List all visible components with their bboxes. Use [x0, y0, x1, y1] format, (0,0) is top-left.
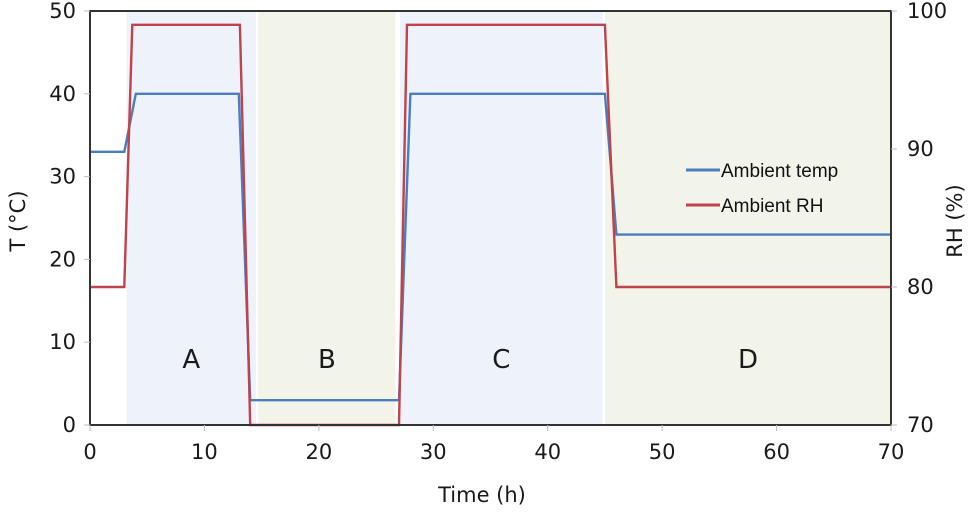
x-axis-title: Time (h)	[437, 483, 526, 507]
region-d	[604, 11, 891, 425]
x-tick-label: 20	[305, 440, 332, 464]
legend-label-ambient-rh: Ambient RH	[721, 196, 823, 217]
region-b	[258, 11, 396, 425]
x-tick-label: 40	[534, 440, 561, 464]
x-tick-label: 70	[878, 440, 905, 464]
y-tick-label: 30	[49, 165, 76, 189]
legend-label-ambient-temp: Ambient temp	[721, 161, 838, 182]
y2-axis-title: RH (%)	[943, 184, 967, 257]
x-tick-label: 30	[420, 440, 447, 464]
region-label-d: D	[738, 345, 758, 375]
region-label-c: C	[492, 345, 510, 375]
region-label-b: B	[318, 345, 336, 375]
x-tick-label: 0	[83, 440, 96, 464]
y-tick-label: 50	[49, 0, 76, 23]
y2-tick-label: 100	[907, 0, 947, 23]
axes: 0 10 20 30 40 50 60 70 0 10 20 30 40 50 70 80 90 100	[49, 0, 947, 464]
region-c	[400, 11, 603, 425]
x-tick-label: 60	[763, 440, 790, 464]
y-tick-label: 10	[49, 330, 76, 354]
region-label-a: A	[182, 345, 200, 375]
y-tick-label: 20	[49, 247, 76, 271]
y2-tick-label: 70	[907, 413, 934, 437]
region-labels: A B C D	[182, 345, 758, 375]
plot-frame	[89, 10, 892, 426]
x-tick-label: 50	[649, 440, 676, 464]
legend: Ambient temp Ambient RH	[686, 161, 838, 217]
region-a	[126, 11, 256, 425]
y-tick-label: 0	[63, 413, 76, 437]
y-axis-title: T (°C)	[6, 190, 30, 252]
y-tick-label: 40	[49, 82, 76, 106]
shaded-regions	[126, 11, 891, 425]
x-tick-label: 10	[191, 440, 218, 464]
y2-tick-label: 90	[907, 137, 934, 161]
y2-tick-label: 80	[907, 275, 934, 299]
